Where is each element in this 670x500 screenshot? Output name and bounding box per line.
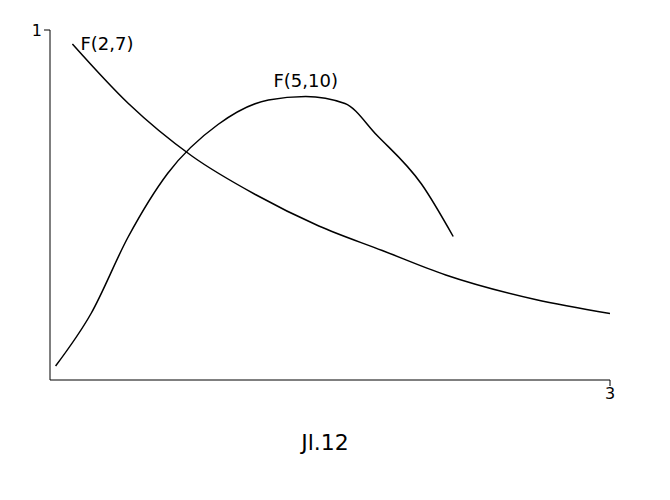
svg-text:3: 3: [605, 384, 615, 403]
html-text:Jl.12: Jl.12: [301, 430, 349, 455]
svg-text:1: 1: [32, 21, 42, 40]
svg-text:F(5,10): F(5,10): [273, 70, 337, 91]
svg-text:F(2,7): F(2,7): [80, 33, 133, 54]
